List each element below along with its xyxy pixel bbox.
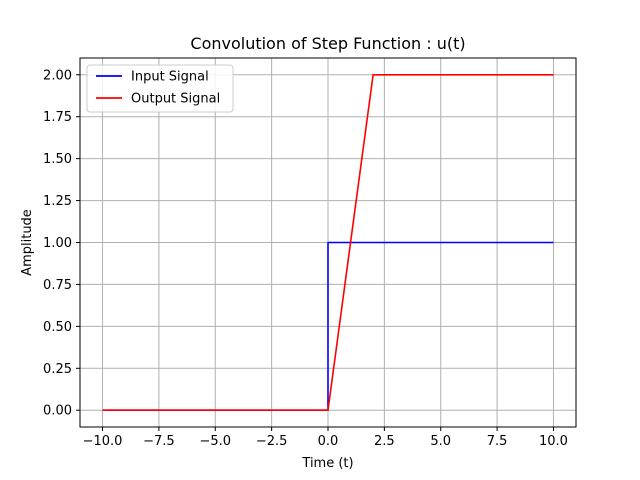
y-axis-label: Amplitude xyxy=(20,209,35,276)
x-tick-label: 10.0 xyxy=(539,434,568,449)
y-tick-label: 1.25 xyxy=(43,194,72,209)
x-tick-label: −7.5 xyxy=(143,434,175,449)
y-tick-label: 1.50 xyxy=(43,152,72,167)
y-tick-label: 2.00 xyxy=(43,68,72,83)
x-axis-label: Time (t) xyxy=(301,456,353,471)
y-tick-label: 0.25 xyxy=(43,362,72,377)
x-tick-label: −10.0 xyxy=(83,434,123,449)
chart-title: Convolution of Step Function : u(t) xyxy=(190,34,465,53)
y-tick-label: 0.75 xyxy=(43,278,72,293)
plot-lines xyxy=(102,74,554,412)
legend-label: Output Signal xyxy=(131,92,220,107)
x-tick-label: −5.0 xyxy=(199,434,231,449)
y-tick-label: 1.75 xyxy=(43,110,72,125)
x-tick-label: −2.5 xyxy=(256,434,288,449)
y-tick-label: 0.50 xyxy=(43,320,72,335)
y-tick-label: 0.00 xyxy=(43,404,72,419)
y-tick-label: 1.00 xyxy=(43,236,72,251)
x-tick-label: 0.0 xyxy=(318,434,339,449)
legend-box xyxy=(86,64,234,113)
legend-label: Input Signal xyxy=(131,70,209,85)
output-signal-line xyxy=(102,74,554,412)
x-tick-label: 5.0 xyxy=(430,434,451,449)
x-tick-label: 2.5 xyxy=(374,434,395,449)
legend: Input Signal Output Signal xyxy=(86,64,234,113)
axis-ticks: −10.0 −7.5 −5.0 −2.5 0.0 2.5 5.0 7.5 10.0 0.00 0.2… xyxy=(43,68,568,449)
x-tick-label: 7.5 xyxy=(487,434,508,449)
